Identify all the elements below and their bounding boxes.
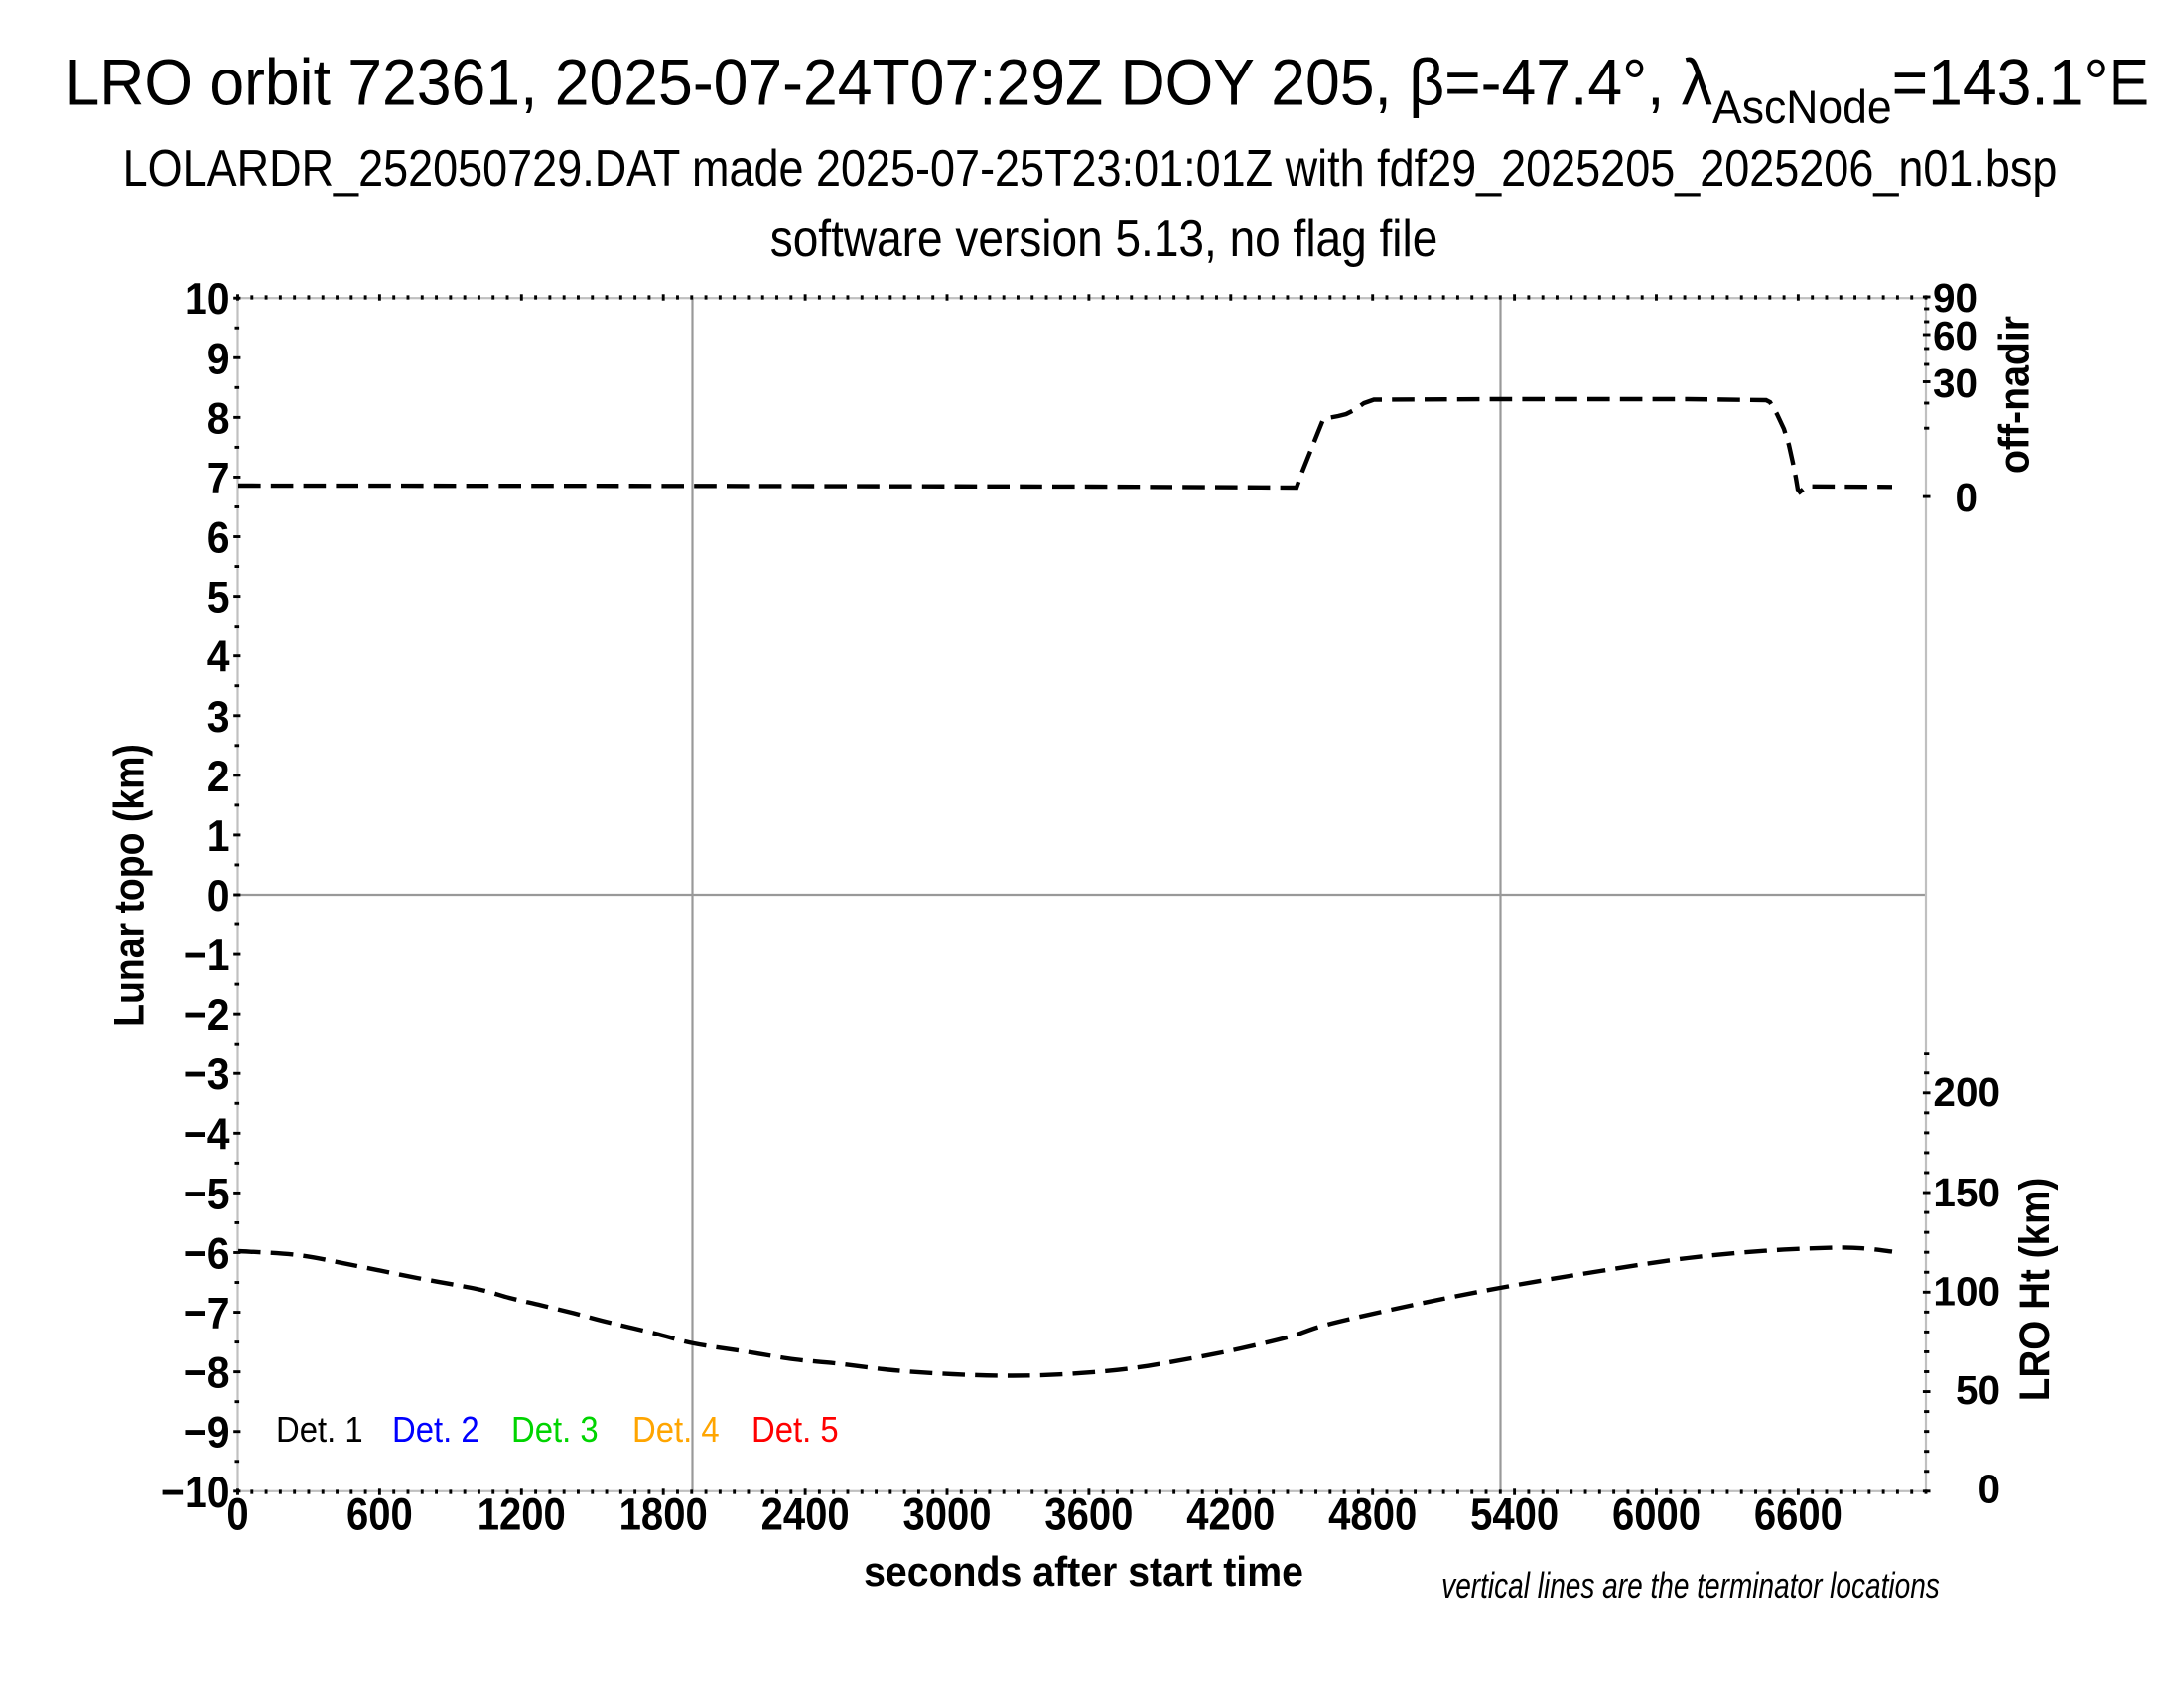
svg-text:Lunar topo (km): Lunar topo (km) xyxy=(105,744,153,1027)
svg-text:−10: −10 xyxy=(161,1468,229,1517)
svg-text:Det. 4: Det. 4 xyxy=(632,1410,720,1450)
svg-text:off-nadir: off-nadir xyxy=(1990,316,2038,474)
svg-text:1200: 1200 xyxy=(478,1489,566,1540)
svg-text:0: 0 xyxy=(207,871,230,920)
svg-text:−8: −8 xyxy=(184,1348,230,1398)
svg-text:2: 2 xyxy=(207,752,230,801)
svg-text:−1: −1 xyxy=(184,931,230,981)
svg-text:5400: 5400 xyxy=(1470,1489,1559,1540)
svg-text:2400: 2400 xyxy=(761,1489,850,1540)
svg-text:100: 100 xyxy=(1933,1269,2000,1315)
svg-text:6600: 6600 xyxy=(1754,1489,1843,1540)
svg-text:3: 3 xyxy=(207,692,230,742)
svg-text:0: 0 xyxy=(1955,475,1978,520)
svg-text:90: 90 xyxy=(1933,275,1978,321)
svg-text:60: 60 xyxy=(1933,313,1978,358)
svg-text:30: 30 xyxy=(1933,360,1978,406)
svg-text:5: 5 xyxy=(207,573,230,623)
svg-text:3600: 3600 xyxy=(1044,1489,1133,1540)
svg-text:Det. 1: Det. 1 xyxy=(276,1410,363,1450)
svg-text:LOLARDR_252050729.DAT made 202: LOLARDR_252050729.DAT made 2025-07-25T23… xyxy=(123,140,2058,198)
svg-text:software version 5.13, no flag: software version 5.13, no flag file xyxy=(770,211,1438,268)
svg-text:Det. 5: Det. 5 xyxy=(751,1410,839,1450)
svg-text:150: 150 xyxy=(1933,1170,2000,1215)
svg-text:50: 50 xyxy=(1956,1367,2000,1413)
svg-text:−7: −7 xyxy=(184,1289,230,1338)
svg-text:7: 7 xyxy=(207,454,230,503)
svg-text:9: 9 xyxy=(207,335,230,384)
svg-text:3000: 3000 xyxy=(902,1489,991,1540)
svg-text:−3: −3 xyxy=(184,1051,230,1100)
svg-text:seconds after start time: seconds after start time xyxy=(864,1548,1303,1596)
svg-text:0: 0 xyxy=(1978,1467,2000,1512)
svg-text:−5: −5 xyxy=(184,1170,230,1219)
svg-text:Det. 2: Det. 2 xyxy=(392,1410,479,1450)
svg-text:vertical lines are the termina: vertical lines are the terminator locati… xyxy=(1441,1566,1940,1606)
svg-text:600: 600 xyxy=(346,1489,413,1540)
svg-text:8: 8 xyxy=(207,394,230,444)
svg-text:LRO Ht (km): LRO Ht (km) xyxy=(2010,1178,2058,1401)
svg-text:10: 10 xyxy=(185,275,230,325)
svg-text:−2: −2 xyxy=(184,991,230,1041)
svg-text:200: 200 xyxy=(1933,1069,2000,1115)
svg-text:6000: 6000 xyxy=(1612,1489,1701,1540)
svg-text:0: 0 xyxy=(226,1489,248,1540)
svg-text:6: 6 xyxy=(207,513,230,563)
svg-text:−4: −4 xyxy=(184,1110,230,1160)
svg-text:−6: −6 xyxy=(184,1229,230,1279)
svg-text:4200: 4200 xyxy=(1186,1489,1275,1540)
svg-text:4: 4 xyxy=(207,633,230,682)
svg-text:Det. 3: Det. 3 xyxy=(511,1410,599,1450)
svg-text:1800: 1800 xyxy=(619,1489,708,1540)
svg-text:4800: 4800 xyxy=(1328,1489,1417,1540)
svg-text:1: 1 xyxy=(207,811,230,861)
svg-text:−9: −9 xyxy=(184,1408,230,1458)
